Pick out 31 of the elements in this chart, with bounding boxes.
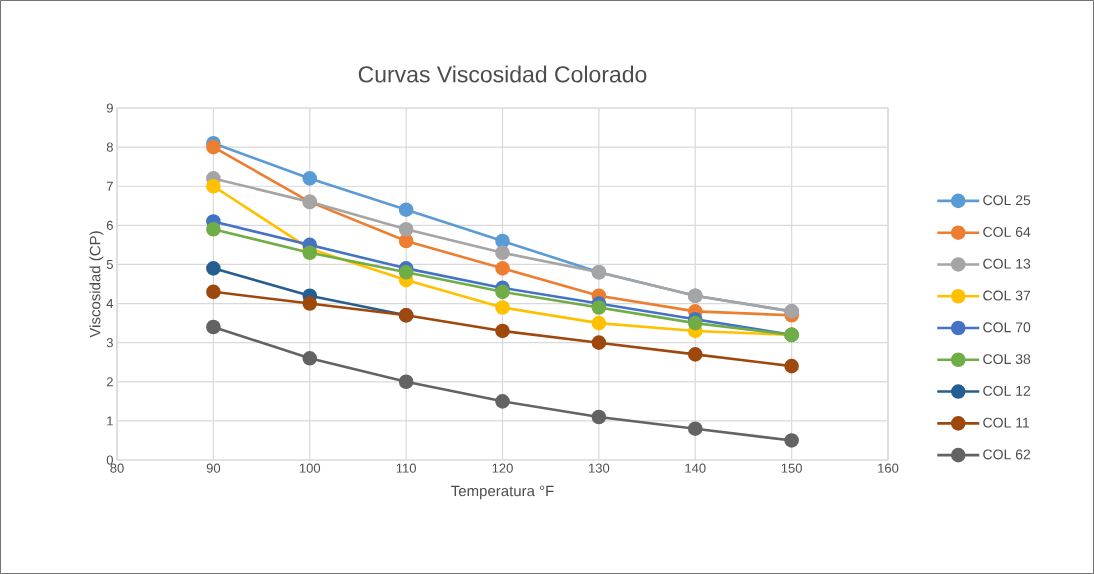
- y-tick-label: 1: [107, 416, 113, 426]
- legend-label: COL 12: [983, 385, 1031, 396]
- legend-label: COL 37: [983, 290, 1031, 301]
- legend-label: COL 25: [983, 195, 1031, 206]
- y-tick-label: 9: [106, 103, 113, 113]
- y-tick-label: 3: [106, 338, 113, 348]
- x-tick-label: 100: [299, 463, 321, 473]
- legend-label: COL 70: [983, 322, 1031, 333]
- legend-label: COL 38: [983, 354, 1031, 365]
- x-tick-label: 120: [492, 463, 513, 473]
- legend-label: COL 11: [983, 417, 1030, 428]
- x-tick-label: 140: [685, 463, 706, 473]
- x-tick-label: 160: [878, 463, 899, 473]
- y-axis-title: Viscosidad (CP): [89, 231, 104, 338]
- y-tick-label: 5: [106, 259, 113, 269]
- y-tick-label: 0: [106, 455, 113, 465]
- x-tick-label: 80: [110, 463, 124, 473]
- x-tick-label: 130: [589, 463, 610, 473]
- y-tick-label: 8: [106, 142, 113, 152]
- legend-label: COL 64: [983, 227, 1031, 237]
- legend-label: COL 13: [983, 258, 1031, 269]
- y-tick-label: 7: [106, 181, 113, 191]
- y-tick-label: 6: [106, 220, 113, 230]
- y-tick-label: 2: [106, 377, 113, 387]
- legend-label: COL 62: [983, 449, 1031, 460]
- y-tick-label: 4: [106, 299, 114, 309]
- x-tick-label: 150: [781, 463, 802, 473]
- x-tick-label: 90: [206, 463, 221, 473]
- chart-title: Curvas Viscosidad Colorado: [358, 65, 647, 83]
- x-tick-label: 110: [396, 463, 416, 473]
- x-axis-title: Temperatura °F: [451, 485, 554, 500]
